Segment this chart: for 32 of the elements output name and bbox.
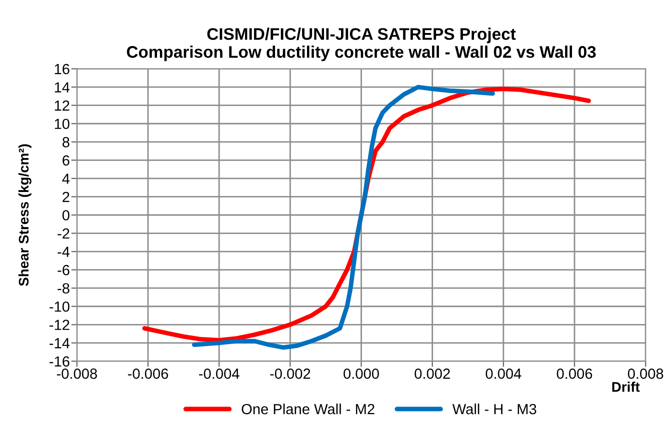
x-tick-label: -0.002 [270,368,310,379]
line-series [192,84,495,350]
x-tick-label: -0.004 [199,368,240,379]
x-tick-label: 0.002 [414,368,450,379]
y-tick-label: -12 [50,320,70,330]
x-tick-label: -0.008 [56,368,97,379]
y-tick-label: -16 [50,356,70,367]
y-tick-label: -4 [58,246,70,257]
x-axis-title: Drift [612,382,640,392]
chart-title: CISMID/FIC/UNI-JICA SATREPS Project Comparison Low ductility concrete wall - Wall 02 vs Wall 03 [126,28,596,62]
y-tick-label: 8 [62,137,70,148]
y-tick-label: -6 [58,264,70,276]
x-tick-label: 0.006 [556,368,592,379]
y-tick-label: 16 [54,64,70,74]
y-tick-label: 2 [62,192,70,202]
legend-label: One Plane Wall - M2 [242,404,374,414]
x-tick-label: 0.004 [486,368,522,379]
y-tick-label: 6 [62,155,70,166]
y-tick-label: 0 [62,210,70,220]
y-tick-label: -8 [58,283,70,294]
y-axis-title: Shear Stress (kg/cm²) [18,144,32,286]
y-tick-label: -14 [50,338,70,348]
y-tick-label: -10 [50,301,70,312]
y-tick-label: -2 [58,228,70,239]
y-tick-label: 14 [54,82,70,92]
x-tick-label: 0.008 [628,368,664,379]
legend-label: Wall - H - M3 [452,404,536,414]
y-tick-label: 12 [54,100,70,111]
y-tick-label: 4 [62,174,70,184]
x-tick-label: 0.000 [344,368,379,379]
x-tick-label: -0.006 [128,368,168,379]
y-tick-label: 10 [54,118,70,130]
